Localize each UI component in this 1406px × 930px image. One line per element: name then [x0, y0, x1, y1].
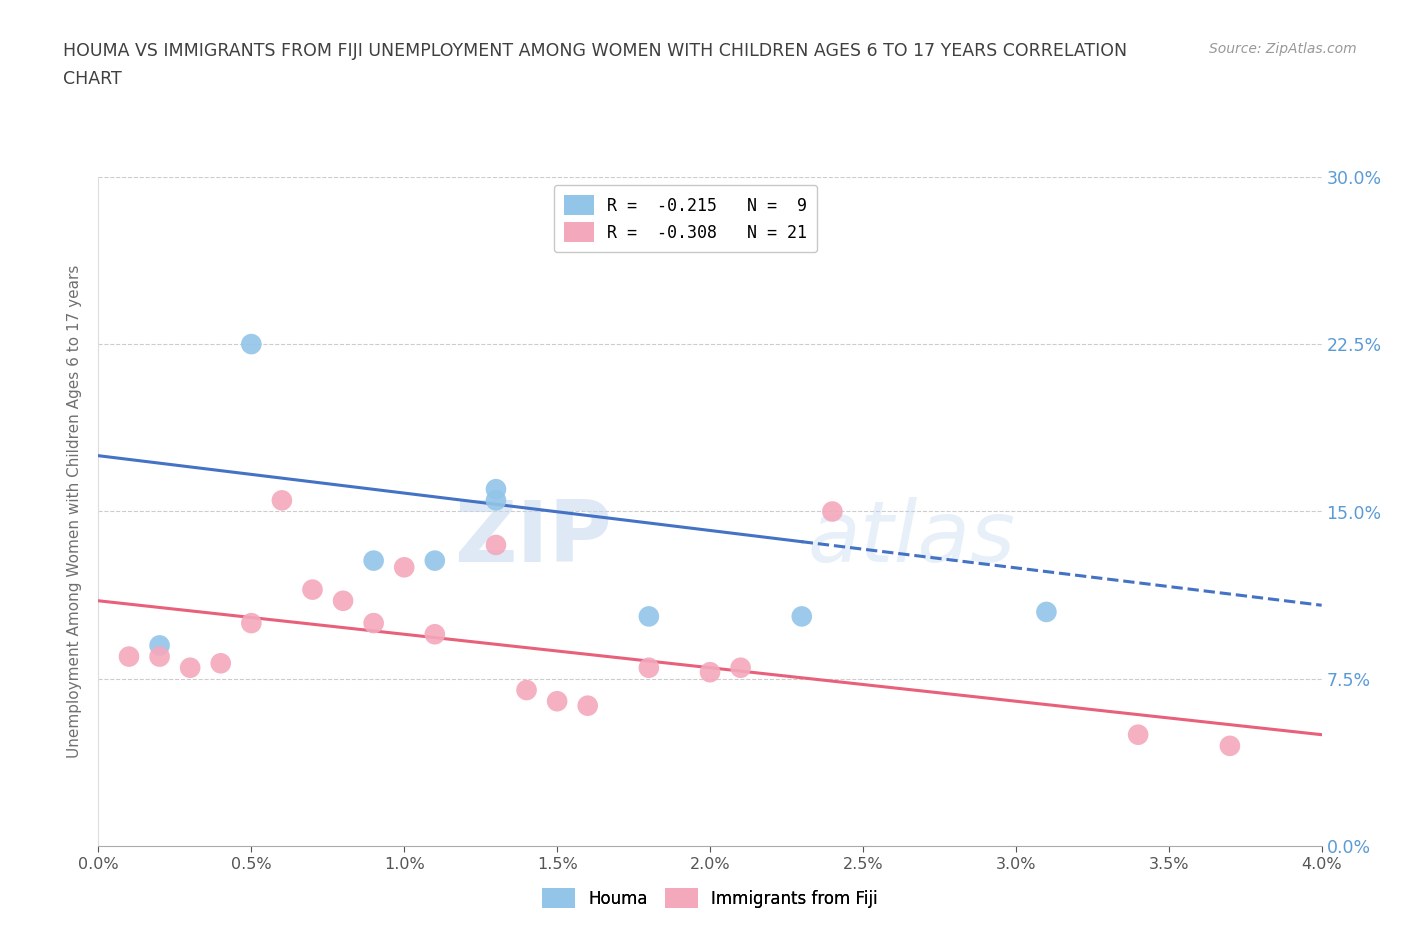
Text: ZIP: ZIP	[454, 497, 612, 579]
Point	[118, 649, 141, 664]
Point	[240, 337, 263, 352]
Point	[516, 683, 538, 698]
Point	[179, 660, 201, 675]
Point	[270, 493, 294, 508]
Point	[637, 609, 661, 624]
Point	[790, 609, 813, 624]
Point	[821, 504, 844, 519]
Point	[423, 627, 446, 642]
Point	[699, 665, 721, 680]
Point	[1035, 604, 1057, 619]
Point	[485, 538, 508, 552]
Point	[240, 616, 263, 631]
Text: Source: ZipAtlas.com: Source: ZipAtlas.com	[1209, 42, 1357, 56]
Point	[485, 493, 508, 508]
Point	[149, 638, 172, 653]
Point	[730, 660, 752, 675]
Point	[576, 698, 599, 713]
Text: atlas: atlas	[808, 497, 1017, 579]
Point	[546, 694, 568, 709]
Point	[363, 616, 385, 631]
Point	[363, 553, 385, 568]
Point	[485, 482, 508, 497]
Point	[1128, 727, 1150, 742]
Y-axis label: Unemployment Among Women with Children Ages 6 to 17 years: Unemployment Among Women with Children A…	[67, 265, 83, 758]
Text: CHART: CHART	[63, 70, 122, 87]
Point	[1219, 738, 1241, 753]
Point	[637, 660, 661, 675]
Text: HOUMA VS IMMIGRANTS FROM FIJI UNEMPLOYMENT AMONG WOMEN WITH CHILDREN AGES 6 TO 1: HOUMA VS IMMIGRANTS FROM FIJI UNEMPLOYME…	[63, 42, 1128, 60]
Point	[392, 560, 416, 575]
Point	[301, 582, 323, 597]
Legend: Houma, Immigrants from Fiji: Houma, Immigrants from Fiji	[536, 882, 884, 915]
Point	[209, 656, 232, 671]
Point	[149, 649, 172, 664]
Point	[423, 553, 446, 568]
Point	[332, 593, 354, 608]
